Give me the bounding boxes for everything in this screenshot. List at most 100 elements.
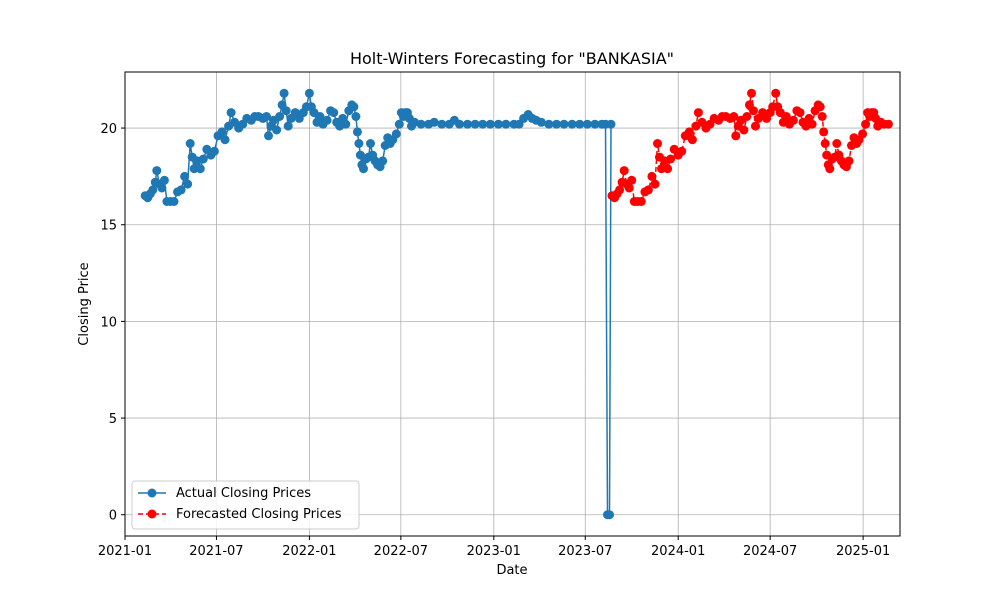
x-tick-label: 2024-01 xyxy=(651,544,705,559)
data-point xyxy=(275,112,285,121)
data-point xyxy=(666,154,676,164)
y-axis-label: Closing Price xyxy=(77,262,92,345)
data-point xyxy=(653,139,662,148)
x-tick-label: 2023-07 xyxy=(558,544,612,559)
data-point xyxy=(615,185,625,195)
data-point xyxy=(152,166,162,176)
data-point xyxy=(157,183,167,193)
data-point xyxy=(749,106,758,116)
data-point xyxy=(693,108,703,118)
data-point xyxy=(416,119,426,129)
data-point xyxy=(807,119,817,129)
data-point xyxy=(148,185,158,195)
data-point xyxy=(437,119,447,129)
data-point xyxy=(606,119,616,129)
data-point xyxy=(832,139,842,148)
data-point xyxy=(819,127,829,137)
data-point xyxy=(883,119,893,129)
x-axis: 2021-01 2021-07 2022-01 2022-07 2023-01 2023-… xyxy=(98,536,890,559)
plot-area xyxy=(140,88,893,520)
data-point xyxy=(378,156,388,166)
x-tick-label: 2023-01 xyxy=(467,544,521,559)
data-point xyxy=(176,185,186,195)
data-point xyxy=(788,115,798,125)
y-tick-label: 0 xyxy=(109,509,117,524)
data-point xyxy=(217,127,227,137)
series-actual xyxy=(140,88,616,520)
data-point xyxy=(605,510,614,520)
data-point xyxy=(731,131,741,141)
data-point xyxy=(352,127,362,137)
series-forecast xyxy=(607,88,893,206)
data-point xyxy=(485,119,495,129)
y-tick-label: 5 xyxy=(109,412,117,427)
data-point xyxy=(820,139,830,148)
data-point xyxy=(582,119,592,129)
y-axis: 0 5 10 15 20 xyxy=(100,122,125,524)
data-point xyxy=(795,108,805,118)
data-point xyxy=(220,135,230,145)
data-point xyxy=(329,108,339,118)
data-point xyxy=(226,108,236,118)
data-point xyxy=(455,119,464,129)
data-point xyxy=(567,119,577,129)
data-point xyxy=(650,179,660,189)
data-point xyxy=(544,119,554,129)
data-point xyxy=(366,139,375,148)
data-point xyxy=(825,164,835,174)
data-point xyxy=(552,119,561,129)
data-point xyxy=(209,146,219,156)
data-point xyxy=(575,119,585,129)
data-point xyxy=(663,164,673,174)
legend-label-forecast: Forecasted Closing Prices xyxy=(176,507,342,522)
data-point xyxy=(636,197,646,206)
x-tick-label: 2021-01 xyxy=(98,544,152,559)
data-point xyxy=(643,185,653,195)
data-point xyxy=(624,183,634,193)
x-tick-label: 2022-07 xyxy=(374,544,428,559)
data-point xyxy=(478,119,488,129)
data-point xyxy=(590,119,600,129)
data-point xyxy=(195,164,205,174)
data-point xyxy=(272,125,282,135)
data-point xyxy=(279,88,289,98)
data-point xyxy=(351,112,361,121)
data-point xyxy=(739,125,749,135)
data-point xyxy=(159,175,169,185)
x-tick-label: 2024-07 xyxy=(743,544,797,559)
data-point xyxy=(349,102,359,112)
data-point xyxy=(619,166,629,176)
data-point xyxy=(536,117,546,127)
chart-title: Holt-Winters Forecasting for "BANKASIA" xyxy=(350,49,674,68)
data-point xyxy=(647,171,657,181)
data-point xyxy=(322,115,332,125)
data-point xyxy=(304,88,314,98)
data-point xyxy=(264,131,273,141)
x-axis-label: Date xyxy=(496,563,527,578)
data-point xyxy=(262,112,271,121)
data-point xyxy=(684,127,694,137)
data-point xyxy=(359,164,368,174)
data-point xyxy=(198,154,208,164)
data-point xyxy=(751,121,760,131)
data-point xyxy=(858,129,868,139)
legend-label-actual: Actual Closing Prices xyxy=(176,486,311,501)
y-tick-label: 20 xyxy=(100,122,117,137)
data-point xyxy=(501,119,511,129)
data-point xyxy=(283,121,293,131)
data-point xyxy=(817,112,827,121)
x-tick-label: 2021-07 xyxy=(189,544,243,559)
data-point xyxy=(844,156,854,166)
data-point xyxy=(354,139,364,148)
data-point xyxy=(559,119,569,129)
legend-marker-forecast xyxy=(147,509,157,519)
data-point xyxy=(169,197,179,206)
data-point xyxy=(281,106,291,116)
data-point xyxy=(771,88,781,98)
data-point xyxy=(185,139,195,148)
legend-marker-actual xyxy=(147,488,157,498)
legend-box xyxy=(131,480,360,530)
data-point xyxy=(677,146,687,156)
data-point xyxy=(394,119,404,129)
